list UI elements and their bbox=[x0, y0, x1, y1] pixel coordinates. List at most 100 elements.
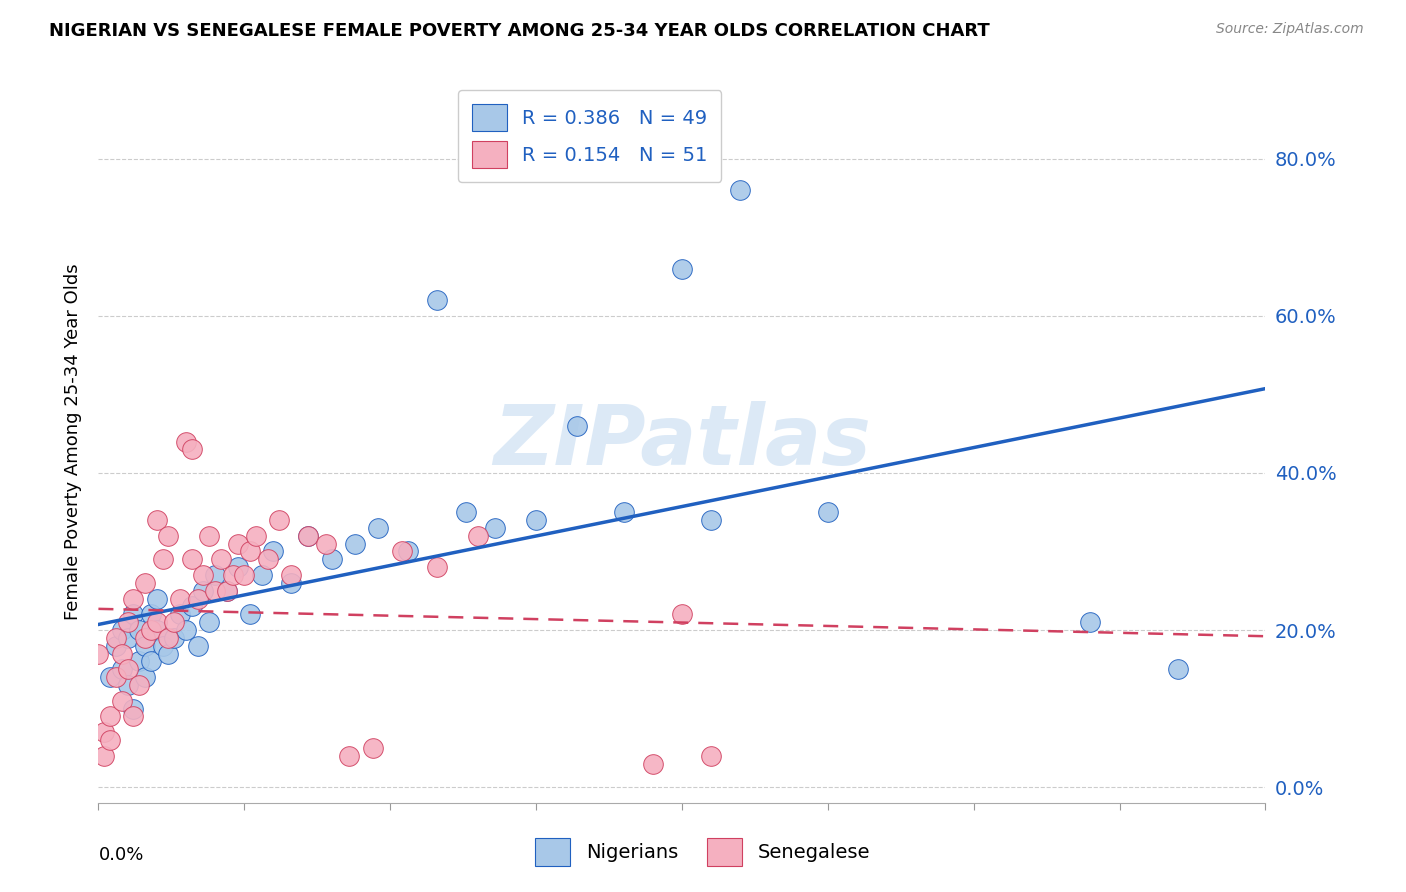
Point bbox=[122, 591, 145, 606]
Point bbox=[361, 740, 384, 755]
Point bbox=[128, 678, 150, 692]
Point bbox=[239, 607, 262, 622]
Point bbox=[367, 521, 389, 535]
Point bbox=[139, 623, 162, 637]
Point bbox=[134, 631, 156, 645]
Point bbox=[146, 513, 169, 527]
Point bbox=[169, 591, 191, 606]
Point bbox=[122, 701, 145, 715]
Point bbox=[730, 183, 752, 197]
Point bbox=[467, 529, 489, 543]
Point bbox=[104, 631, 127, 645]
Point bbox=[1080, 615, 1102, 630]
Point bbox=[269, 513, 291, 527]
Point bbox=[163, 631, 186, 645]
Point bbox=[228, 536, 250, 550]
Point bbox=[146, 623, 169, 637]
Point bbox=[426, 560, 449, 574]
Text: Source: ZipAtlas.com: Source: ZipAtlas.com bbox=[1216, 22, 1364, 37]
Point bbox=[128, 623, 150, 637]
Point bbox=[612, 505, 634, 519]
Point bbox=[122, 607, 145, 622]
Y-axis label: Female Poverty Among 25-34 Year Olds: Female Poverty Among 25-34 Year Olds bbox=[63, 263, 82, 620]
Point bbox=[146, 615, 169, 630]
Point bbox=[111, 623, 134, 637]
Point bbox=[193, 583, 215, 598]
Point bbox=[139, 607, 162, 622]
Point bbox=[111, 647, 134, 661]
Point bbox=[233, 568, 256, 582]
Point bbox=[193, 568, 215, 582]
Point bbox=[344, 536, 367, 550]
Point bbox=[134, 670, 156, 684]
Point bbox=[221, 568, 243, 582]
Point bbox=[187, 591, 209, 606]
Legend: R = 0.386   N = 49, R = 0.154   N = 51: R = 0.386 N = 49, R = 0.154 N = 51 bbox=[458, 90, 721, 182]
Point bbox=[396, 544, 419, 558]
Point bbox=[565, 418, 588, 433]
Point bbox=[198, 615, 221, 630]
Point bbox=[391, 544, 413, 558]
Point bbox=[134, 639, 156, 653]
Point bbox=[700, 513, 723, 527]
Point bbox=[280, 568, 302, 582]
Point bbox=[117, 662, 139, 676]
Point bbox=[180, 442, 202, 457]
Point bbox=[641, 756, 664, 771]
Point bbox=[321, 552, 343, 566]
Point bbox=[209, 552, 232, 566]
Point bbox=[98, 709, 121, 723]
Point bbox=[169, 607, 191, 622]
Point bbox=[817, 505, 839, 519]
Point bbox=[139, 655, 162, 669]
Point bbox=[152, 639, 174, 653]
Text: 0.0%: 0.0% bbox=[98, 847, 143, 864]
Point bbox=[117, 631, 139, 645]
Point bbox=[93, 748, 115, 763]
Point bbox=[671, 261, 693, 276]
Text: NIGERIAN VS SENEGALESE FEMALE POVERTY AMONG 25-34 YEAR OLDS CORRELATION CHART: NIGERIAN VS SENEGALESE FEMALE POVERTY AM… bbox=[49, 22, 990, 40]
Point bbox=[93, 725, 115, 739]
Point bbox=[152, 552, 174, 566]
Point bbox=[228, 560, 250, 574]
Point bbox=[163, 615, 186, 630]
Point bbox=[122, 709, 145, 723]
Point bbox=[454, 505, 477, 519]
Point bbox=[157, 529, 180, 543]
Point bbox=[174, 434, 197, 449]
Point bbox=[111, 662, 134, 676]
Point bbox=[146, 591, 169, 606]
Point bbox=[337, 748, 360, 763]
Point bbox=[157, 647, 180, 661]
Point bbox=[297, 529, 319, 543]
Point bbox=[524, 513, 547, 527]
Legend: Nigerians, Senegalese: Nigerians, Senegalese bbox=[527, 830, 879, 873]
Point bbox=[204, 583, 226, 598]
Point bbox=[117, 615, 139, 630]
Point bbox=[180, 599, 202, 614]
Text: ZIPatlas: ZIPatlas bbox=[494, 401, 870, 482]
Point bbox=[262, 544, 284, 558]
Point bbox=[280, 575, 302, 590]
Point bbox=[671, 607, 693, 622]
Point bbox=[315, 536, 337, 550]
Point bbox=[98, 733, 121, 747]
Point bbox=[297, 529, 319, 543]
Point bbox=[157, 631, 180, 645]
Point bbox=[111, 694, 134, 708]
Point bbox=[215, 583, 238, 598]
Point bbox=[204, 568, 226, 582]
Point bbox=[245, 529, 267, 543]
Point bbox=[87, 647, 110, 661]
Point bbox=[256, 552, 278, 566]
Point bbox=[174, 623, 197, 637]
Point bbox=[104, 670, 127, 684]
Point bbox=[215, 583, 238, 598]
Point bbox=[198, 529, 221, 543]
Point bbox=[484, 521, 506, 535]
Point bbox=[180, 552, 202, 566]
Point bbox=[250, 568, 273, 582]
Point bbox=[187, 639, 209, 653]
Point bbox=[1167, 662, 1189, 676]
Point bbox=[128, 655, 150, 669]
